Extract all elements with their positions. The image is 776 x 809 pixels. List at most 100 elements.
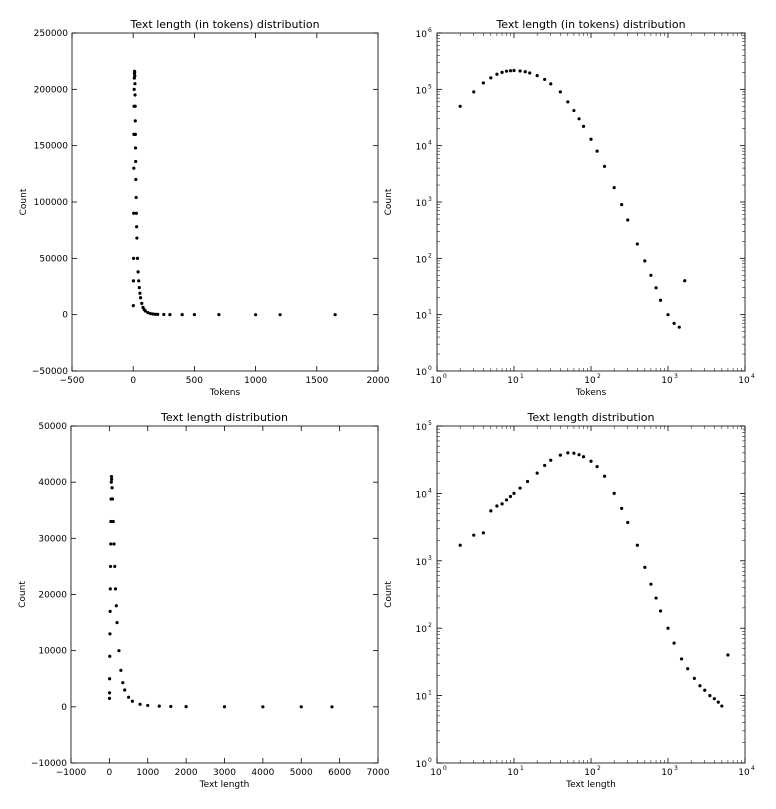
data-point xyxy=(168,312,172,317)
data-point xyxy=(130,699,134,703)
data-point xyxy=(566,451,570,455)
chart-title: Text length distribution xyxy=(160,411,288,424)
data-point xyxy=(472,90,476,94)
y-tick-label: 10 xyxy=(416,625,428,635)
data-point xyxy=(133,104,137,108)
data-point xyxy=(635,242,639,246)
data-point xyxy=(162,312,166,317)
data-point xyxy=(278,313,282,317)
y-tick-label: 10000 xyxy=(38,647,67,657)
y-tick-exponent: 0 xyxy=(428,757,432,764)
data-point xyxy=(558,453,562,457)
data-point xyxy=(138,296,143,300)
data-point xyxy=(495,72,499,76)
chart-title: Text length distribution xyxy=(527,411,655,424)
data-point xyxy=(132,211,136,215)
x-tick-exponent: 1 xyxy=(520,373,524,380)
x-tick-label: 2000 xyxy=(175,768,198,778)
data-point xyxy=(635,543,639,547)
data-point xyxy=(643,565,647,569)
data-point xyxy=(109,542,113,546)
data-point xyxy=(131,256,136,260)
data-point xyxy=(153,312,157,316)
x-tick-label: 4000 xyxy=(251,768,274,778)
data-point xyxy=(134,195,138,200)
data-point xyxy=(113,564,117,569)
y-tick-label: 0 xyxy=(61,703,67,713)
data-point xyxy=(132,87,136,91)
data-point xyxy=(654,596,658,600)
data-point xyxy=(217,313,221,317)
y-tick-exponent: 3 xyxy=(428,196,432,203)
data-point xyxy=(136,270,140,274)
data-point xyxy=(299,705,303,709)
y-tick-label: 150000 xyxy=(34,142,69,152)
data-point xyxy=(543,77,547,82)
y-tick-label: 10 xyxy=(416,199,428,209)
data-point xyxy=(686,667,690,671)
x-tick-label: 0 xyxy=(107,768,113,778)
data-point xyxy=(712,697,716,701)
x-axis-label: Text length xyxy=(565,780,616,790)
data-point xyxy=(333,313,337,317)
data-point xyxy=(109,519,113,524)
y-axis-label: Count xyxy=(19,188,29,215)
data-point xyxy=(123,688,127,692)
x-tick-label: 10 xyxy=(738,768,750,778)
data-point xyxy=(222,705,227,709)
y-tick-label: 100000 xyxy=(34,198,69,208)
data-point xyxy=(666,626,670,630)
data-point xyxy=(708,694,712,698)
data-point xyxy=(137,279,141,283)
x-axis-label: Tokens xyxy=(209,388,241,398)
x-tick-label: 10 xyxy=(584,768,596,778)
chart-title: Text length (in tokens) distribution xyxy=(495,18,685,31)
chart-panel-3: Text length distribution−1000 0 1000 2000 30… xyxy=(18,411,390,790)
y-axis-label: Count xyxy=(384,581,394,608)
y-tick-label: 30000 xyxy=(38,534,67,544)
x-tick-label: 6000 xyxy=(328,768,351,778)
y-tick-label: 200000 xyxy=(34,85,69,95)
chart-panel-2: Text length (in tokens) distribution 10 0 1… xyxy=(384,18,755,398)
data-point xyxy=(612,491,616,495)
y-axis-label: Count xyxy=(18,581,28,608)
data-point xyxy=(133,82,137,86)
data-point xyxy=(137,286,141,290)
data-point xyxy=(110,486,114,490)
y-tick-exponent: 1 xyxy=(428,309,432,316)
data-point xyxy=(679,657,684,661)
x-tick-label: 5000 xyxy=(290,768,313,778)
data-point xyxy=(126,695,131,699)
y-tick-label: 10 xyxy=(416,143,428,153)
data-point xyxy=(595,149,599,153)
data-point xyxy=(110,497,115,501)
data-point xyxy=(698,684,702,688)
x-tick-exponent: 0 xyxy=(443,373,447,380)
y-tick-label: 10 xyxy=(416,86,428,96)
data-point xyxy=(330,705,334,709)
x-tick-exponent: 1 xyxy=(520,765,524,772)
data-point xyxy=(720,704,724,708)
data-point xyxy=(133,93,137,97)
y-tick-exponent: 6 xyxy=(428,27,432,34)
plot-frame xyxy=(70,425,379,764)
data-point xyxy=(135,236,139,240)
data-point xyxy=(589,459,593,463)
x-tick-exponent: 0 xyxy=(443,765,447,772)
x-tick-label: 10 xyxy=(661,768,673,778)
data-point xyxy=(649,582,653,586)
data-point xyxy=(481,81,485,85)
y-tick-label: −10000 xyxy=(31,759,67,769)
data-point xyxy=(500,502,504,506)
data-point xyxy=(658,609,663,613)
x-tick-label: 1000 xyxy=(244,376,267,386)
data-point xyxy=(672,641,676,645)
x-tick-exponent: 4 xyxy=(751,373,755,380)
data-point xyxy=(508,494,513,499)
x-tick-exponent: 2 xyxy=(597,373,601,380)
data-point xyxy=(108,677,112,681)
x-axis-label: Tokens xyxy=(575,388,607,398)
x-tick-label: 3000 xyxy=(213,768,236,778)
data-point xyxy=(192,313,196,317)
